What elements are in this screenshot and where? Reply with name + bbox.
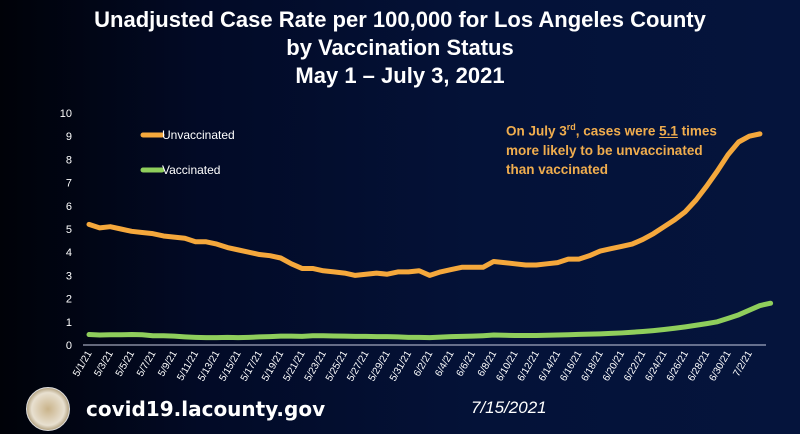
annotation-line2: more likely to be unvaccinated: [506, 142, 703, 158]
y-tick-label: 3: [66, 270, 72, 282]
x-tick-label: 7/2/21: [731, 349, 755, 379]
y-tick-label: 4: [66, 247, 72, 259]
annotation-text: times: [677, 123, 717, 139]
y-tick-label: 5: [66, 224, 72, 236]
series-line-vaccinated: [86, 300, 774, 341]
x-tick-label: 6/30/21: [707, 349, 733, 384]
annotation: On July 3rd, cases were 5.1 times more l…: [506, 118, 717, 179]
chart-title-line1: Unadjusted Case Rate per 100,000 for Los…: [94, 7, 706, 32]
x-tick-label: 5/7/21: [135, 349, 159, 379]
legend-label-unvaccinated: Unvaccinated: [162, 128, 235, 142]
x-tick-label: 6/2/21: [412, 349, 436, 379]
y-tick-label: 1: [66, 317, 72, 329]
county-seal-logo: [26, 387, 70, 431]
y-tick-label: 2: [66, 294, 72, 306]
y-tick-label: 9: [66, 131, 72, 143]
annotation-sup: rd: [566, 122, 576, 132]
x-tick-label: 5/1/21: [71, 349, 95, 379]
chart-title-line2: by Vaccination Status: [286, 35, 514, 60]
x-tick-label: 5/31/21: [388, 349, 414, 384]
x-tick-label: 6/6/21: [455, 349, 479, 379]
annotation-line3: than vaccinated: [506, 161, 609, 177]
y-tick-label: 8: [66, 154, 72, 166]
y-tick-label: 0: [66, 340, 72, 352]
annotation-text: On July 3: [506, 123, 567, 139]
chart-title-line3: May 1 – July 3, 2021: [295, 63, 505, 88]
website-link[interactable]: covid19.lacounty.gov: [86, 397, 326, 421]
y-tick-label: 7: [66, 178, 72, 190]
annotation-text: , cases were: [575, 123, 660, 139]
series-line-unvaccinated: [86, 131, 763, 278]
x-tick-label: 5/3/21: [92, 349, 116, 379]
y-tick-label: 10: [60, 108, 72, 120]
x-tick-label: 6/4/21: [433, 349, 457, 379]
report-date: 7/15/2021: [471, 398, 547, 417]
annotation-ratio: 5.1: [659, 123, 678, 139]
y-tick-label: 6: [66, 201, 72, 213]
x-tick-label: 5/5/21: [114, 349, 138, 379]
legend-label-vaccinated: Vaccinated: [162, 163, 220, 177]
